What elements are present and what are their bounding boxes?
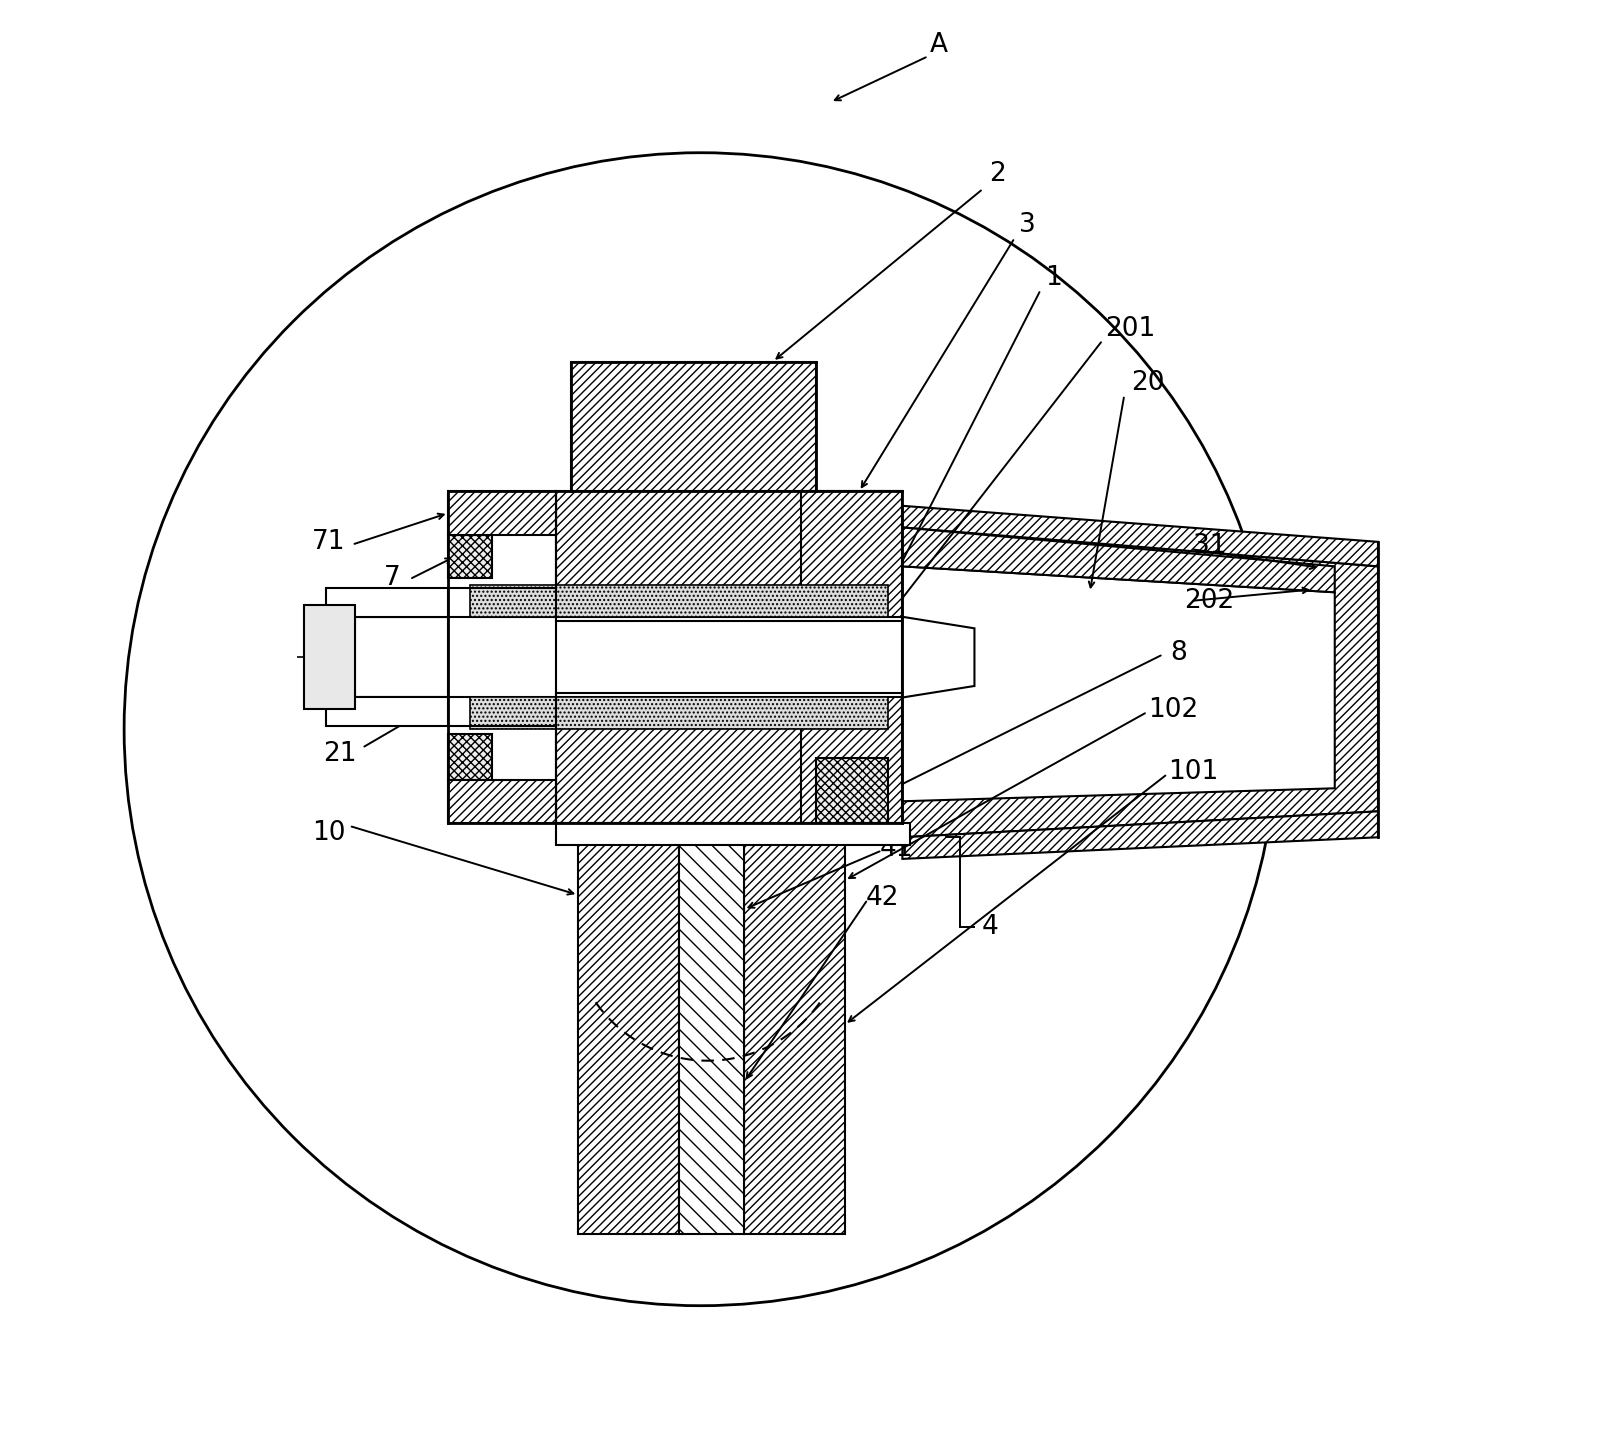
Polygon shape bbox=[802, 693, 902, 823]
Polygon shape bbox=[902, 566, 1335, 801]
Text: 202: 202 bbox=[1185, 588, 1234, 614]
Text: 31: 31 bbox=[1193, 533, 1226, 559]
Polygon shape bbox=[902, 617, 975, 697]
Text: A: A bbox=[930, 32, 947, 58]
Text: 201: 201 bbox=[1104, 316, 1156, 342]
Polygon shape bbox=[902, 527, 1335, 592]
Polygon shape bbox=[556, 491, 902, 621]
Text: 1: 1 bbox=[1045, 266, 1063, 292]
Text: 102: 102 bbox=[1148, 697, 1199, 723]
Text: 2: 2 bbox=[989, 162, 1005, 188]
Polygon shape bbox=[449, 491, 556, 534]
Polygon shape bbox=[449, 734, 492, 780]
Polygon shape bbox=[816, 758, 888, 823]
Polygon shape bbox=[556, 693, 902, 823]
Polygon shape bbox=[744, 823, 845, 1233]
Polygon shape bbox=[802, 491, 902, 621]
Polygon shape bbox=[449, 780, 556, 823]
Polygon shape bbox=[449, 534, 492, 578]
Bar bbox=[354, 617, 902, 697]
Polygon shape bbox=[470, 585, 888, 617]
Text: 71: 71 bbox=[313, 529, 346, 554]
Polygon shape bbox=[325, 588, 449, 617]
Text: 21: 21 bbox=[324, 741, 357, 767]
Polygon shape bbox=[902, 812, 1379, 859]
Text: 41: 41 bbox=[880, 836, 914, 862]
Polygon shape bbox=[902, 505, 1379, 566]
Polygon shape bbox=[680, 823, 744, 1233]
Text: 5: 5 bbox=[337, 601, 353, 627]
Polygon shape bbox=[325, 697, 449, 726]
Text: 8: 8 bbox=[1170, 640, 1188, 666]
Text: 20: 20 bbox=[1130, 370, 1164, 396]
Text: 4: 4 bbox=[981, 914, 999, 940]
Text: 101: 101 bbox=[1169, 760, 1218, 786]
Polygon shape bbox=[470, 697, 888, 729]
Polygon shape bbox=[571, 361, 816, 491]
Text: 7: 7 bbox=[383, 565, 401, 591]
Text: 42: 42 bbox=[866, 885, 899, 911]
Text: 10: 10 bbox=[313, 820, 346, 846]
Text: 3: 3 bbox=[1020, 212, 1036, 238]
Bar bbox=[305, 605, 354, 709]
Polygon shape bbox=[579, 823, 680, 1233]
Polygon shape bbox=[902, 527, 1379, 838]
Bar bbox=[556, 823, 909, 845]
